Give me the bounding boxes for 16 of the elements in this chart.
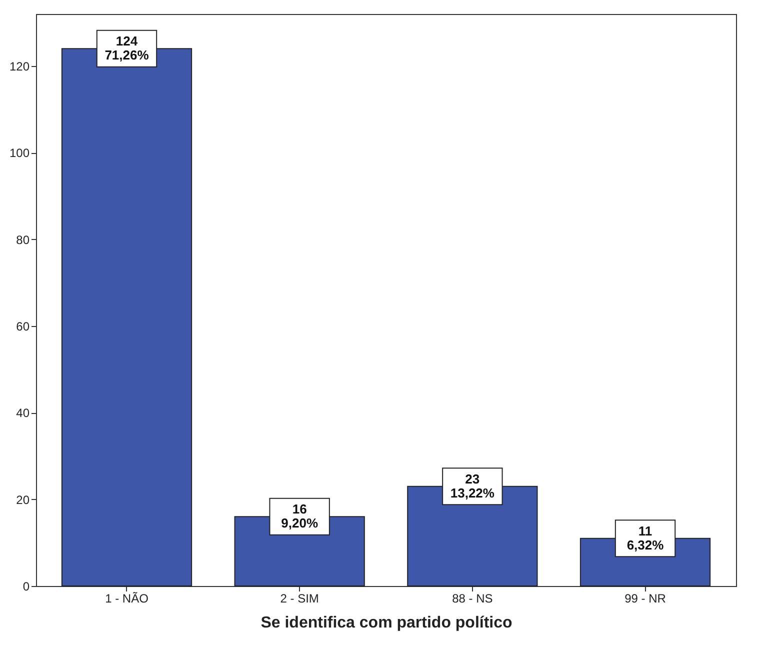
- y-tick-label: 0: [22, 580, 30, 594]
- data-label: 16 9,20%: [281, 502, 318, 531]
- y-tick-label: 80: [16, 232, 30, 247]
- y-tick-label: 40: [16, 406, 30, 420]
- y-tick-label: 120: [9, 60, 30, 74]
- data-label: 124 71,26%: [104, 34, 150, 63]
- x-tick-label: 99 - NR: [624, 592, 666, 606]
- x-tick-label: 88 - NS: [452, 592, 493, 606]
- y-tick-label: 100: [9, 146, 30, 160]
- data-label: 23 13,22%: [450, 471, 495, 500]
- x-tick-label: 1 - NÃO: [105, 592, 148, 606]
- y-tick-label: 60: [16, 320, 30, 334]
- y-tick-label: 20: [16, 492, 30, 507]
- data-label: 11 6,32%: [626, 523, 664, 552]
- x-tick-label: 2 - SIM: [280, 592, 319, 606]
- x-axis-title: Se identifica com partido político: [260, 614, 513, 632]
